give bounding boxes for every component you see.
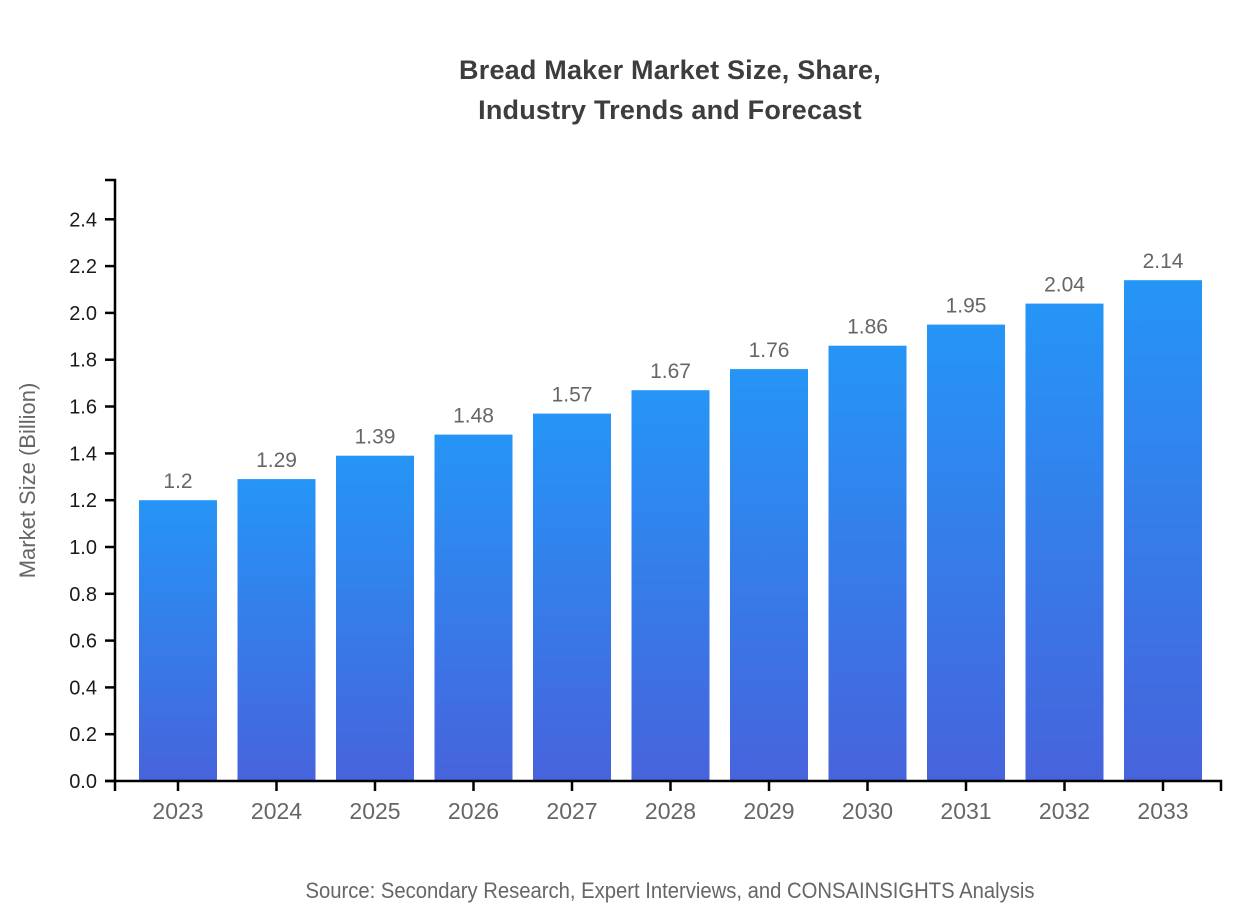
y-tick-label: 2.2 <box>69 256 97 278</box>
y-tick-label: 2.0 <box>69 303 97 325</box>
y-tick-label: 1.6 <box>69 397 97 419</box>
chart-title-line1: Bread Maker Market Size, Share, <box>459 55 881 85</box>
x-tick-label-2027: 2027 <box>546 798 597 824</box>
bar-2028 <box>631 390 710 781</box>
source-caption: Source: Secondary Research, Expert Inter… <box>305 878 1035 903</box>
bar-value-label-2030: 1.86 <box>847 316 888 339</box>
bar-value-label-2033: 2.14 <box>1143 250 1184 273</box>
bar-value-label-2024: 1.29 <box>256 449 297 472</box>
bar-2032 <box>1025 303 1104 781</box>
bar-value-label-2032: 2.04 <box>1044 274 1085 297</box>
x-axis-line <box>113 779 1223 791</box>
y-tick-label: 0.8 <box>69 584 97 606</box>
bar-2025 <box>336 455 414 781</box>
bar-value-label-2026: 1.48 <box>453 405 494 428</box>
x-tick-label-2033: 2033 <box>1137 798 1188 824</box>
bar-2026 <box>434 434 513 781</box>
y-tick-label: 0.2 <box>69 724 97 746</box>
x-tick-label-2031: 2031 <box>940 798 991 824</box>
bar-2033 <box>1124 280 1202 781</box>
y-tick-label: 0.6 <box>69 631 97 653</box>
bar-value-label-2028: 1.67 <box>650 360 691 383</box>
bar-2030 <box>828 345 907 781</box>
bar-2029 <box>730 369 808 781</box>
x-tick-label-2024: 2024 <box>251 798 302 824</box>
y-tick-label: 1.8 <box>69 350 97 372</box>
y-tick-label: 0.4 <box>69 677 97 699</box>
x-tick-label-2032: 2032 <box>1039 798 1090 824</box>
y-tick-label: 1.2 <box>69 490 97 512</box>
chart-title: Bread Maker Market Size, Share, Industry… <box>80 50 1260 130</box>
chart-title-line2: Industry Trends and Forecast <box>478 95 862 125</box>
x-tick-label-2025: 2025 <box>349 798 400 824</box>
bar-value-label-2031: 1.95 <box>946 295 987 318</box>
y-tick-label: 1.0 <box>69 537 97 559</box>
bar-value-label-2029: 1.76 <box>749 339 790 362</box>
bar-2027 <box>533 413 611 781</box>
x-tick-label-2030: 2030 <box>842 798 893 824</box>
y-tick-label: 0.0 <box>69 771 97 793</box>
bar-value-label-2023: 1.2 <box>163 470 192 493</box>
y-tick-label: 2.4 <box>69 209 97 231</box>
y-tick-label: 1.4 <box>69 443 97 465</box>
x-tick-label-2029: 2029 <box>743 798 794 824</box>
x-tick-label-2023: 2023 <box>152 798 203 824</box>
x-tick-label-2026: 2026 <box>448 798 499 824</box>
bar-2031 <box>927 324 1005 781</box>
bar-value-label-2027: 1.57 <box>552 384 593 407</box>
bar-2023 <box>139 500 217 781</box>
bar-2024 <box>237 479 316 781</box>
bar-value-label-2025: 1.39 <box>355 426 396 449</box>
x-tick-label-2028: 2028 <box>645 798 696 824</box>
y-axis-line <box>105 178 117 783</box>
y-axis-title: Market Size (Billion) <box>15 383 40 579</box>
